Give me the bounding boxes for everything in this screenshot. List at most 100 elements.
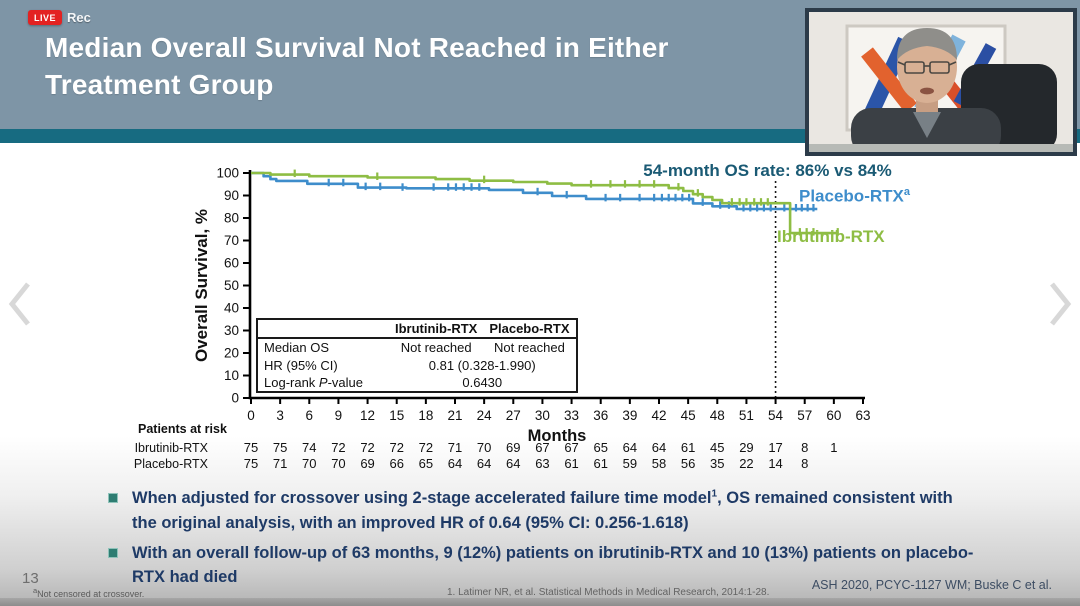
svg-text:18: 18 [418, 408, 433, 423]
svg-text:17: 17 [768, 440, 782, 455]
list-item: When adjusted for crossover using 2-stag… [108, 486, 976, 536]
svg-text:22: 22 [739, 456, 753, 471]
svg-text:67: 67 [535, 440, 549, 455]
square-bullet-icon [108, 493, 118, 503]
record-badge-icon: LIVE [28, 10, 63, 25]
svg-text:20: 20 [224, 346, 239, 361]
stats-header-placebo: Placebo-RTX [483, 319, 577, 339]
svg-text:69: 69 [506, 440, 520, 455]
svg-text:35: 35 [710, 456, 724, 471]
svg-text:59: 59 [623, 456, 637, 471]
next-slide-button[interactable] [1042, 278, 1076, 330]
svg-text:21: 21 [447, 408, 462, 423]
recording-indicator: LIVE Rec [28, 10, 91, 25]
bullet-1-pre: When adjusted for crossover using 2-stag… [132, 489, 712, 507]
svg-text:63: 63 [535, 456, 549, 471]
chevron-right-icon [1050, 282, 1072, 326]
svg-text:12: 12 [360, 408, 375, 423]
svg-text:69: 69 [360, 456, 374, 471]
prev-slide-button[interactable] [4, 278, 38, 330]
svg-text:74: 74 [302, 440, 316, 455]
svg-text:33: 33 [564, 408, 579, 423]
svg-text:Ibrutinib-RTX: Ibrutinib-RTX [135, 441, 209, 455]
svg-text:72: 72 [389, 440, 403, 455]
legend-placebo-label: Placebo-RTXa [799, 186, 910, 207]
page-title: Median Overall Survival Not Reached in E… [45, 30, 669, 104]
bullet-2-pre: With an overall follow-up of 63 months, … [132, 543, 974, 587]
svg-text:75: 75 [273, 440, 287, 455]
svg-text:40: 40 [224, 301, 239, 316]
legend-ibrutinib-label: Ibrutinib-RTX [777, 227, 885, 246]
svg-text:70: 70 [224, 233, 239, 248]
svg-text:10: 10 [224, 368, 239, 383]
svg-text:75: 75 [244, 456, 258, 471]
svg-text:50: 50 [224, 278, 239, 293]
bullet-1-post: , OS remained consistent with the origin… [132, 489, 953, 532]
legend-placebo-text: Placebo-RTX [799, 186, 904, 206]
footnote-left-sup: a [33, 586, 38, 595]
svg-text:75: 75 [244, 440, 258, 455]
svg-text:48: 48 [710, 408, 725, 423]
svg-text:100: 100 [216, 166, 239, 181]
svg-text:0: 0 [247, 408, 255, 423]
bullet-2-text: With an overall follow-up of 63 months, … [132, 541, 976, 591]
svg-text:72: 72 [419, 440, 433, 455]
svg-text:64: 64 [448, 456, 462, 471]
bullet-1-text: When adjusted for crossover using 2-stag… [132, 486, 976, 536]
stats-median-placebo: Not reached [494, 340, 565, 355]
svg-text:65: 65 [593, 440, 607, 455]
svg-text:14: 14 [768, 456, 782, 471]
stats-median-ibrutinib: Not reached [400, 340, 472, 355]
svg-text:Patients at risk: Patients at risk [138, 422, 227, 436]
svg-text:72: 72 [331, 440, 345, 455]
svg-text:1: 1 [830, 440, 837, 455]
svg-text:70: 70 [331, 456, 345, 471]
stats-table: Ibrutinib-RTX Placebo-RTX Median OS Not … [256, 318, 578, 393]
footnote-left: aNot censored at crossover. [33, 586, 144, 599]
km-curve-placebo-rtx [251, 171, 818, 212]
footnote-left-text: Not censored at crossover. [37, 589, 145, 599]
svg-text:70: 70 [302, 456, 316, 471]
km-curve-ibrutinib-rtx [251, 169, 839, 236]
svg-text:36: 36 [593, 408, 608, 423]
stats-hr-label: HR (95% CI) [264, 357, 338, 373]
page-number: 13 [22, 570, 39, 587]
svg-text:61: 61 [681, 440, 695, 455]
stats-logrank-italic: P [318, 375, 328, 390]
presenter-scene [809, 12, 1073, 152]
stats-logrank-post: -value [327, 375, 364, 390]
svg-text:27: 27 [506, 408, 521, 423]
stats-median-label: Median OS [264, 340, 330, 355]
svg-text:63: 63 [855, 408, 870, 423]
svg-text:64: 64 [623, 440, 637, 455]
svg-text:72: 72 [360, 440, 374, 455]
list-item: With an overall follow-up of 63 months, … [108, 541, 976, 591]
svg-text:66: 66 [389, 456, 403, 471]
svg-text:8: 8 [801, 440, 808, 455]
svg-text:29: 29 [739, 440, 753, 455]
svg-text:39: 39 [622, 408, 637, 423]
svg-text:64: 64 [652, 440, 666, 455]
stats-header-blank [257, 319, 389, 339]
svg-text:70: 70 [477, 440, 491, 455]
rec-label: Rec [67, 10, 91, 25]
svg-text:58: 58 [652, 456, 666, 471]
svg-text:67: 67 [564, 440, 578, 455]
chevron-left-icon [8, 282, 30, 326]
svg-text:0: 0 [231, 391, 239, 406]
svg-text:45: 45 [681, 408, 696, 423]
square-bullet-icon [108, 547, 118, 558]
svg-text:57: 57 [797, 408, 812, 423]
footnote-citation: ASH 2020, PCYC-1127 WM; Buske C et al. [811, 578, 1052, 592]
bullet-1-sup: 1 [711, 488, 718, 500]
svg-text:24: 24 [477, 408, 493, 423]
svg-text:60: 60 [826, 408, 841, 423]
svg-text:6: 6 [306, 408, 314, 423]
svg-text:30: 30 [535, 408, 550, 423]
svg-text:65: 65 [419, 456, 433, 471]
key-points-list: When adjusted for crossover using 2-stag… [108, 486, 976, 595]
